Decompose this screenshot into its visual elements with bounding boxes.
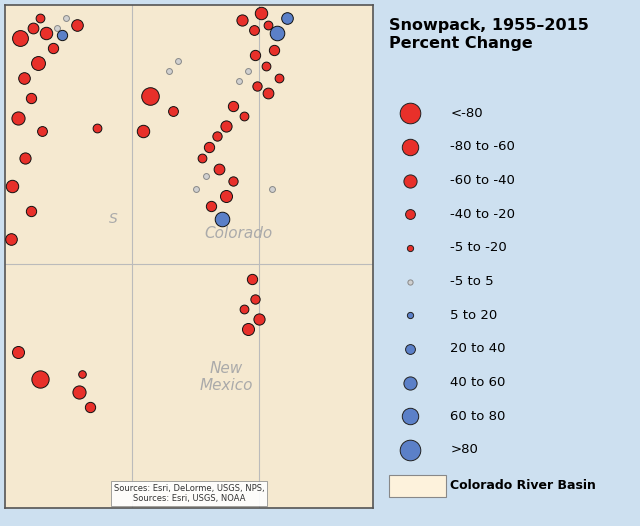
Point: [37, 127, 47, 135]
Point: [263, 21, 273, 29]
Text: Colorado: Colorado: [205, 226, 273, 241]
Point: [13, 114, 23, 123]
Point: [405, 277, 415, 286]
Point: [84, 403, 95, 411]
Point: [221, 122, 231, 130]
Point: [217, 215, 227, 223]
Text: Snowpack, 1955–2015
Percent Change: Snowpack, 1955–2015 Percent Change: [389, 18, 589, 51]
Point: [206, 202, 216, 210]
Point: [200, 172, 211, 180]
Text: New
Mexico: New Mexico: [199, 361, 253, 393]
Point: [243, 325, 253, 333]
Point: [405, 109, 415, 117]
Text: Sources: Esri, DeLorme, USGS, NPS,
Sources: Esri, USGS, NOAA: Sources: Esri, DeLorme, USGS, NPS, Sourc…: [114, 484, 264, 503]
Text: <-80: <-80: [450, 107, 483, 120]
Point: [57, 31, 67, 39]
Point: [13, 348, 23, 356]
Point: [405, 345, 415, 353]
Text: S: S: [109, 212, 118, 226]
Text: -40 to -20: -40 to -20: [450, 208, 515, 221]
Point: [405, 412, 415, 420]
Point: [212, 132, 222, 140]
Point: [239, 305, 250, 313]
Point: [77, 370, 88, 379]
Text: 20 to 40: 20 to 40: [450, 342, 506, 356]
Point: [191, 185, 202, 193]
Point: [261, 62, 271, 70]
Point: [405, 176, 415, 185]
Point: [405, 244, 415, 252]
Point: [267, 185, 277, 193]
Point: [26, 94, 36, 103]
Point: [214, 164, 224, 173]
Point: [405, 446, 415, 454]
Point: [6, 235, 16, 243]
Point: [8, 182, 18, 190]
Point: [168, 107, 178, 115]
Point: [405, 378, 415, 387]
Text: -80 to -60: -80 to -60: [450, 140, 515, 154]
Text: 60 to 80: 60 to 80: [450, 410, 506, 423]
Point: [254, 315, 264, 323]
Point: [48, 44, 58, 52]
Point: [243, 66, 253, 75]
Point: [405, 311, 415, 319]
Point: [40, 29, 51, 37]
Bar: [389, 476, 446, 497]
Point: [234, 76, 244, 85]
Text: >80: >80: [450, 443, 478, 457]
Text: -5 to -20: -5 to -20: [450, 241, 507, 255]
Text: Colorado River Basin: Colorado River Basin: [450, 480, 596, 492]
Point: [35, 14, 45, 22]
Point: [237, 16, 248, 25]
Point: [173, 56, 183, 65]
Point: [250, 295, 260, 304]
Point: [164, 66, 174, 75]
Point: [228, 177, 239, 185]
Point: [15, 34, 25, 42]
Point: [221, 192, 231, 200]
Point: [204, 143, 214, 151]
Point: [33, 59, 44, 67]
Text: -60 to -40: -60 to -40: [450, 174, 515, 187]
Point: [228, 102, 239, 110]
Point: [61, 14, 71, 22]
Point: [256, 8, 266, 17]
Point: [273, 29, 283, 37]
Point: [26, 207, 36, 216]
Text: -5 to 5: -5 to 5: [450, 275, 494, 288]
Point: [28, 24, 38, 32]
Point: [138, 127, 148, 135]
Point: [92, 124, 102, 133]
Point: [239, 112, 250, 120]
Point: [246, 275, 257, 283]
Point: [274, 74, 284, 82]
Text: 5 to 20: 5 to 20: [450, 309, 497, 322]
Point: [405, 210, 415, 218]
Text: 40 to 60: 40 to 60: [450, 376, 506, 389]
Point: [145, 92, 156, 100]
Point: [252, 82, 262, 90]
Point: [74, 388, 84, 396]
Point: [197, 154, 207, 163]
Point: [405, 143, 415, 151]
Point: [19, 74, 29, 82]
Point: [282, 14, 292, 22]
Point: [20, 154, 31, 163]
Point: [52, 24, 61, 32]
Point: [250, 52, 260, 60]
Point: [269, 46, 279, 55]
Point: [248, 26, 259, 35]
Point: [72, 21, 82, 29]
Point: [263, 89, 273, 97]
Point: [35, 375, 45, 383]
